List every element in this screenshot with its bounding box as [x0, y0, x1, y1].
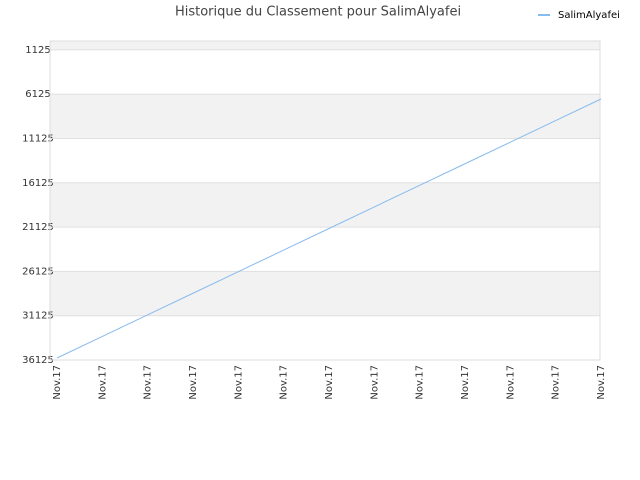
y-tick-label: 21125 [22, 222, 54, 233]
x-tick-label: Nov.17 [551, 365, 562, 400]
y-tick-label: 1125 [25, 45, 50, 56]
band [50, 271, 600, 316]
legend-label: SalimAlyafei [558, 10, 620, 21]
x-tick-label: Nov.17 [505, 365, 516, 400]
y-tick-label: 36125 [22, 355, 54, 366]
y-tick-label: 11125 [22, 133, 54, 144]
band [50, 138, 600, 183]
x-tick-label: Nov.17 [143, 365, 154, 400]
x-tick-label: Nov.17 [369, 365, 380, 400]
x-tick-label: Nov.17 [52, 365, 63, 400]
band [50, 315, 600, 360]
band [50, 49, 600, 95]
data-line [56, 98, 602, 359]
plot-border [49, 40, 601, 361]
chart-title: Historique du Classement pour SalimAlyaf… [175, 5, 461, 20]
band [50, 182, 600, 228]
x-tick-label: Nov.17 [188, 365, 199, 400]
y-tick-label: 31125 [22, 311, 54, 322]
x-tick-label: Nov.17 [596, 365, 607, 400]
x-tick-label: Nov.17 [415, 365, 426, 400]
band [50, 41, 600, 50]
y-tick-label: 16125 [22, 178, 54, 189]
x-tick-label: Nov.17 [279, 365, 290, 400]
x-tick-label: Nov.17 [233, 365, 244, 400]
x-tick-label: Nov.17 [460, 365, 471, 400]
y-tick-label: 6125 [25, 89, 50, 100]
x-tick-label: Nov.17 [324, 365, 335, 400]
x-tick-label: Nov.17 [97, 365, 108, 400]
y-tick-label: 26125 [22, 266, 54, 277]
band [50, 94, 600, 139]
band [50, 227, 600, 272]
